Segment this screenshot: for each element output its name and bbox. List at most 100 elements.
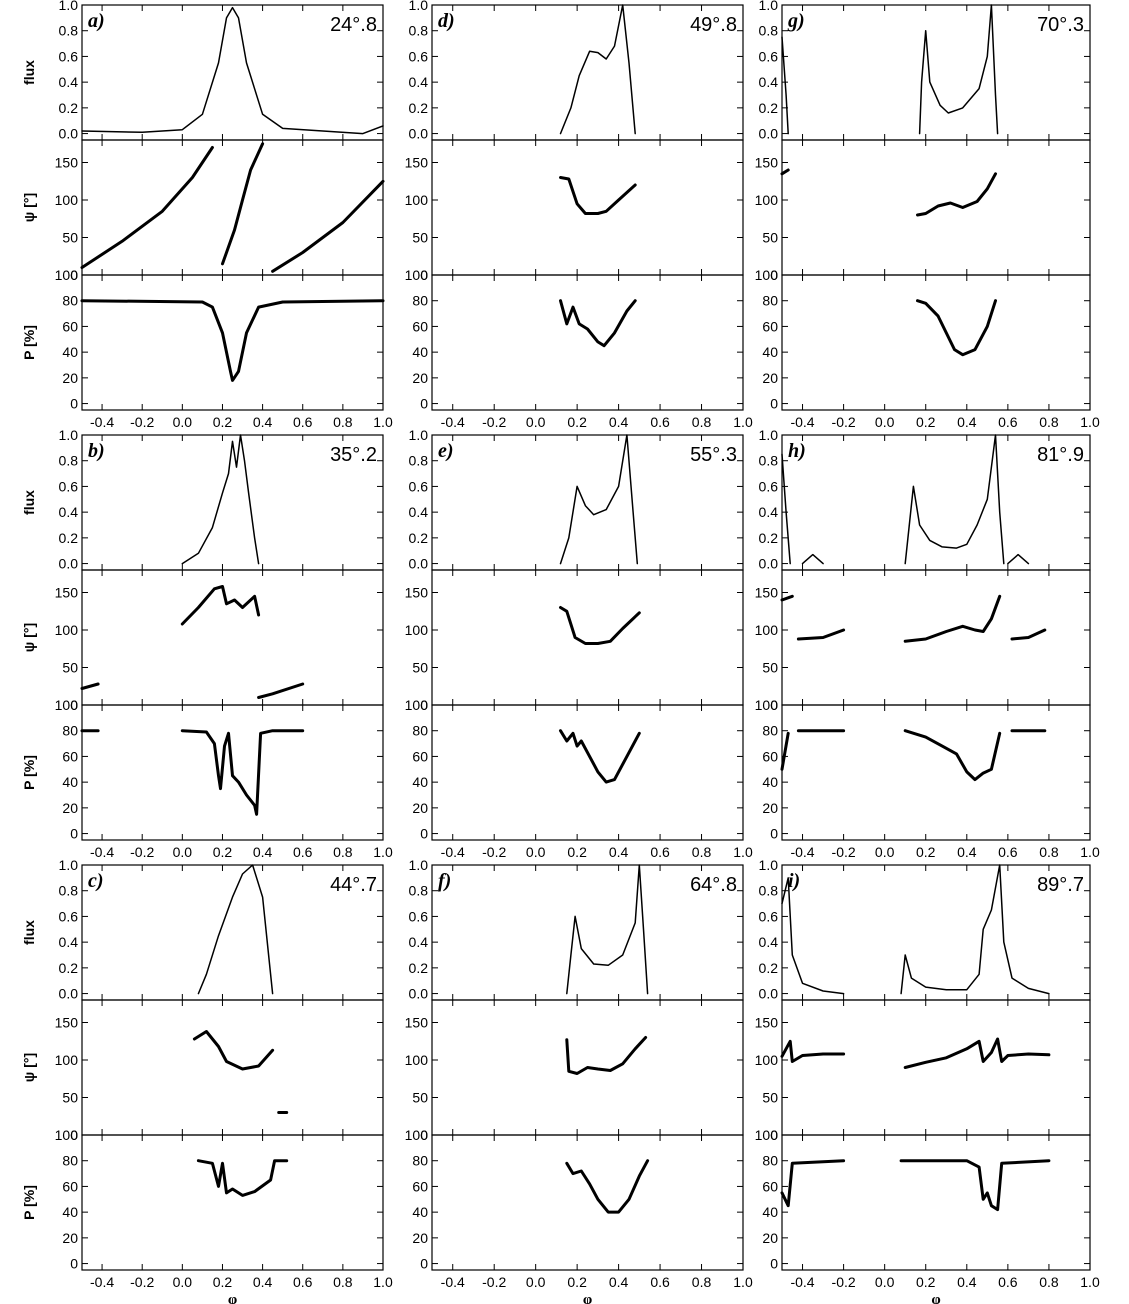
y-tick-label: 0.8 [59, 453, 79, 469]
x-tick-label: 0.0 [875, 414, 895, 430]
y-tick-label: 150 [55, 585, 79, 601]
x-tick-label: -0.2 [482, 1274, 506, 1290]
plot-frame [431, 274, 744, 411]
y-tick-label: 150 [755, 155, 779, 171]
y-tick-label: 0 [70, 697, 78, 713]
panel-tag: b) [88, 440, 105, 462]
y-tick-label: 20 [62, 800, 78, 816]
x-tick-label: 0.6 [998, 414, 1018, 430]
x-tick-label: -0.4 [90, 844, 114, 860]
y-tick-label: 0.0 [759, 556, 779, 572]
y-tick-label: 0 [70, 1127, 78, 1143]
x-tick-label: -0.4 [441, 414, 465, 430]
x-tick-label: 0.0 [173, 1274, 193, 1290]
y-tick-label: 150 [55, 155, 79, 171]
y-tick-label: 20 [762, 1230, 778, 1246]
y-tick-label: 100 [405, 622, 429, 638]
x-tick-label: 0.4 [253, 414, 273, 430]
inclination-angle: 89°.7 [1037, 874, 1084, 896]
y-tick-label: 60 [412, 1178, 428, 1194]
y-tick-label: 60 [762, 318, 778, 334]
panel-tag: a) [88, 10, 105, 32]
y-tick-label: 0.4 [59, 504, 79, 520]
plot-frame [431, 569, 744, 706]
flux-curve [801, 553, 824, 565]
y-tick-label: 80 [762, 723, 778, 739]
y-tick-label: 150 [55, 1015, 79, 1031]
plot-frame [81, 139, 384, 276]
x-tick-label: -0.4 [790, 414, 814, 430]
y-tick-label: 20 [762, 370, 778, 386]
x-tick-label: 0.8 [333, 414, 353, 430]
y-tick-label: 80 [62, 293, 78, 309]
panel-tag: i) [788, 870, 800, 892]
y-tick-label: 0 [420, 826, 428, 842]
y-tick-label: 100 [755, 697, 779, 713]
flux-curve [781, 877, 845, 995]
x-tick-label: 0.6 [650, 844, 670, 860]
psi-curve [559, 176, 637, 215]
y-tick-label: 50 [412, 1090, 428, 1106]
y-tick-label: 0.2 [759, 100, 779, 116]
psi-curve [780, 168, 790, 176]
x-tick-label: 0.2 [916, 1274, 936, 1290]
inclination-angle: 81°.9 [1037, 444, 1084, 466]
y-tick-label: 60 [412, 748, 428, 764]
y-tick-label: 0.8 [409, 453, 429, 469]
panel-h: 0.0 0.2 0.4 0.6 0.8 1.0 0 50 100 150 0 20 40 60 80 100 -… [755, 427, 1100, 860]
y-tick-label: 80 [412, 1153, 428, 1169]
x-tick-label: 0.0 [173, 414, 193, 430]
polarization-curve [180, 729, 305, 816]
y-tick-label: 1.0 [409, 427, 429, 443]
psi-curve [180, 585, 261, 626]
y-tick-label: 150 [755, 1015, 779, 1031]
y-tick-label: 100 [55, 697, 79, 713]
y-tick-label: 80 [62, 723, 78, 739]
x-tick-label: -0.4 [790, 1274, 814, 1290]
y-tick-label: 0.6 [759, 908, 779, 924]
y-tick-label: 0.4 [759, 934, 779, 950]
y-tick-label: 60 [762, 748, 778, 764]
y-tick-label: 0.2 [759, 530, 779, 546]
y-tick-label: 60 [762, 1178, 778, 1194]
polarization-curve [565, 1159, 650, 1214]
y-tick-label: 100 [755, 267, 779, 283]
y-tick-label: 100 [405, 1052, 429, 1068]
y-tick-label: 150 [755, 585, 779, 601]
y-tick-label: 0.6 [759, 48, 779, 64]
psi-curve [916, 172, 997, 217]
y-tick-label: 100 [755, 622, 779, 638]
y-tick-label: 1.0 [759, 857, 779, 873]
inclination-angle: 64°.8 [690, 874, 737, 896]
polarization-curve [559, 729, 641, 784]
panel-tag: h) [788, 440, 806, 462]
y-tick-label: 60 [62, 1178, 78, 1194]
y-tick-label: 0 [70, 826, 78, 842]
x-tick-label: -0.2 [482, 844, 506, 860]
y-tick-label: 0.8 [409, 23, 429, 39]
y-axis-label: ψ [°] [21, 623, 37, 652]
flux-curve [900, 864, 1050, 995]
x-tick-label: 0.0 [173, 844, 193, 860]
x-tick-label: -0.4 [790, 844, 814, 860]
flux-curve [781, 36, 789, 135]
panel-tag: d) [438, 10, 455, 32]
psi-curve [221, 142, 265, 266]
x-tick-label: 0.8 [692, 844, 712, 860]
y-tick-label: 0.2 [59, 100, 79, 116]
y-tick-label: 1.0 [759, 0, 779, 13]
panel-i: 0.0 0.2 0.4 0.6 0.8 1.0 0 50 100 150 0 20 40 60 80 100 -… [755, 857, 1100, 1304]
y-tick-label: 0.6 [409, 478, 429, 494]
y-tick-label: 20 [412, 370, 428, 386]
y-axis-label: flux [21, 490, 37, 515]
inclination-angle: 24°.8 [330, 14, 377, 36]
psi-curve [192, 1030, 275, 1071]
y-tick-label: 0 [420, 1127, 428, 1143]
plot-frame [781, 1134, 1091, 1271]
y-tick-label: 60 [62, 318, 78, 334]
y-tick-label: 0.4 [59, 74, 79, 90]
inclination-angle: 49°.8 [690, 14, 737, 36]
x-tick-label: 0.6 [998, 844, 1018, 860]
y-tick-label: 40 [62, 1204, 78, 1220]
